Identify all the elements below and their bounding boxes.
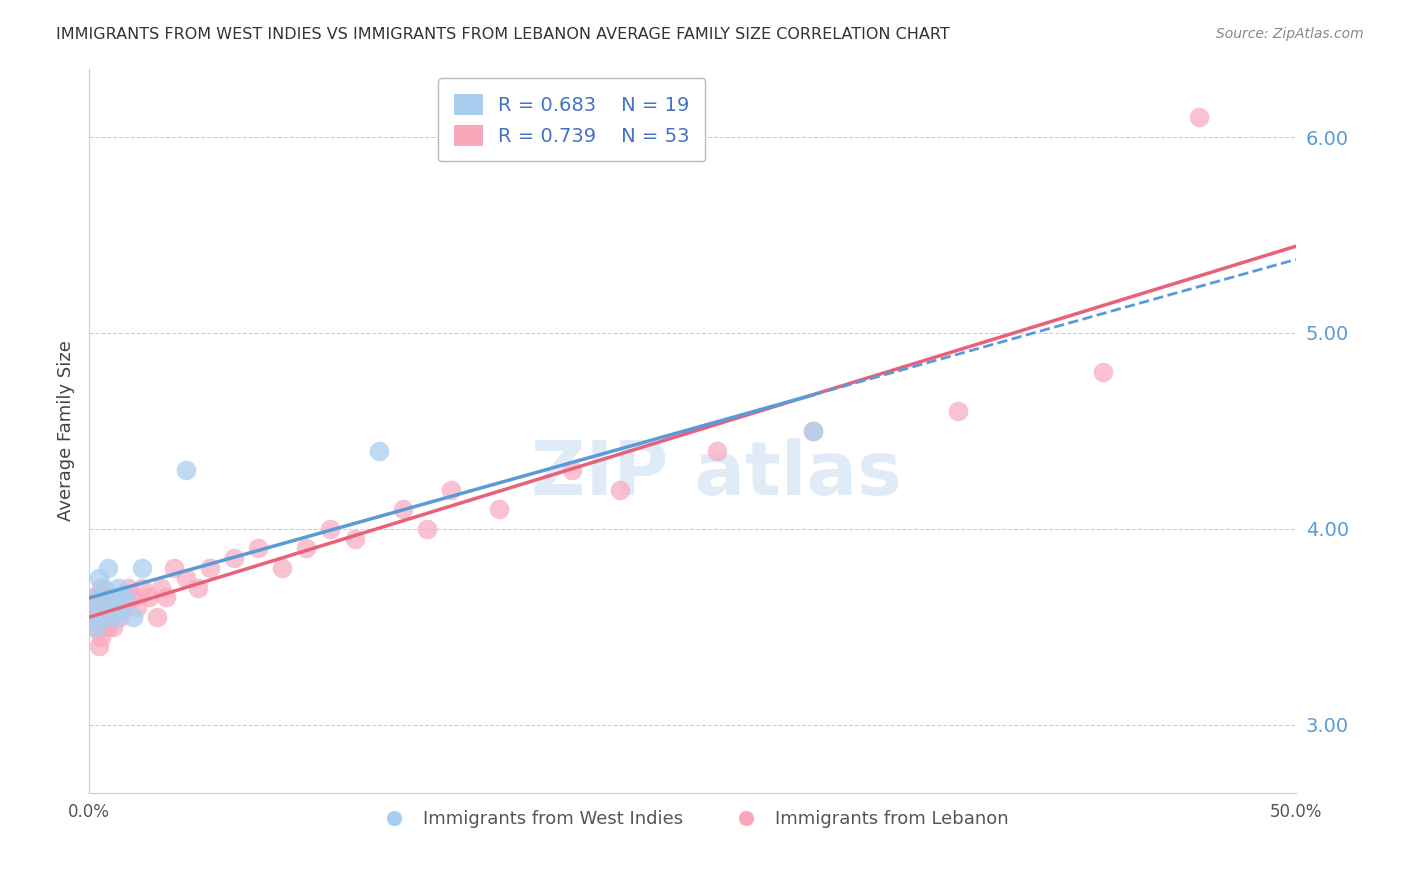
Point (1091, 365, 1114, 379)
Point (131, 581, 153, 595)
Point (609, 483, 631, 497)
Point (222, 551, 245, 566)
Point (187, 581, 209, 595)
Point (488, 502, 510, 516)
Point (93, 581, 115, 595)
Point (801, 424, 824, 438)
Point (198, 561, 221, 575)
Point (114, 600, 136, 615)
Point (104, 591, 127, 605)
Point (111, 591, 134, 605)
Point (174, 463, 197, 477)
Point (131, 561, 153, 575)
Point (90, 610, 112, 624)
Point (93, 620, 115, 634)
Point (114, 591, 136, 605)
Point (87, 600, 110, 615)
Point (103, 620, 125, 634)
Point (271, 561, 294, 575)
Point (83, 591, 105, 605)
Point (97, 561, 120, 575)
Point (138, 591, 160, 605)
Point (121, 610, 143, 624)
Point (946, 404, 969, 418)
Point (343, 532, 366, 546)
Point (80, 610, 103, 624)
Point (110, 610, 132, 624)
Point (103, 600, 125, 615)
Point (84, 610, 107, 624)
Point (107, 581, 129, 595)
Point (801, 424, 824, 438)
Point (100, 610, 122, 624)
Y-axis label: Average Family Size: Average Family Size (58, 341, 75, 521)
Point (80, 600, 103, 615)
Point (150, 581, 173, 595)
Point (117, 581, 139, 595)
Point (94, 610, 117, 624)
Point (84, 620, 107, 634)
Point (87, 640, 110, 654)
Point (295, 541, 318, 556)
Text: ZIP atlas: ZIP atlas (531, 438, 903, 511)
Point (155, 591, 177, 605)
Point (392, 502, 415, 516)
Point (103, 591, 125, 605)
Point (145, 610, 167, 624)
Point (100, 600, 122, 615)
Point (94, 610, 117, 624)
Point (90, 630, 112, 644)
Point (247, 541, 270, 556)
Point (416, 522, 439, 536)
Point (93, 600, 115, 615)
Point (90, 581, 112, 595)
Point (84, 591, 107, 605)
Legend: Immigrants from West Indies, Immigrants from Lebanon: Immigrants from West Indies, Immigrants … (368, 803, 1017, 835)
Point (87, 571, 110, 585)
Point (107, 600, 129, 615)
Point (706, 443, 728, 458)
Point (97, 620, 120, 634)
Point (97, 600, 120, 615)
Point (440, 483, 463, 497)
Point (162, 561, 184, 575)
Point (561, 463, 583, 477)
Text: IMMIGRANTS FROM WEST INDIES VS IMMIGRANTS FROM LEBANON AVERAGE FAMILY SIZE CORRE: IMMIGRANTS FROM WEST INDIES VS IMMIGRANT… (56, 27, 950, 42)
Point (83, 620, 105, 634)
Point (367, 443, 389, 458)
Point (121, 591, 143, 605)
Point (127, 600, 149, 615)
Point (174, 571, 197, 585)
Point (90, 600, 112, 615)
Point (100, 591, 122, 605)
Point (104, 610, 127, 624)
Point (94, 591, 117, 605)
Point (110, 600, 132, 615)
Point (1188, 111, 1211, 125)
Text: Source: ZipAtlas.com: Source: ZipAtlas.com (1216, 27, 1364, 41)
Point (319, 522, 342, 536)
